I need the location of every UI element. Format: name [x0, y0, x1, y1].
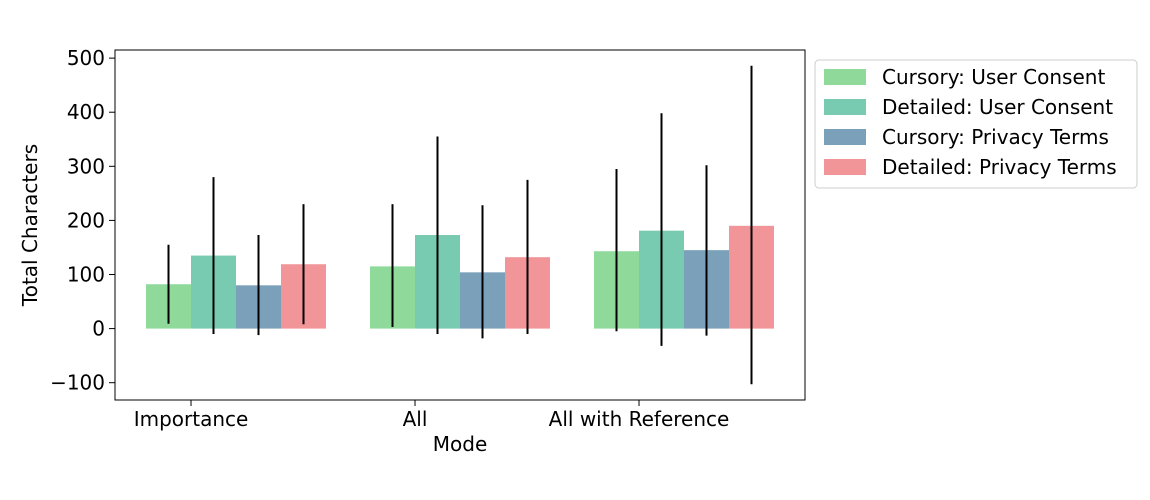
legend-swatch — [824, 159, 866, 175]
legend-swatch — [824, 99, 866, 115]
y-tick-label: 500 — [67, 46, 105, 70]
legend-label: Cursory: Privacy Terms — [882, 125, 1109, 149]
bars — [146, 225, 774, 329]
y-axis: −100 0 100 200 300 400 500 — [50, 46, 115, 395]
y-tick-label: 400 — [67, 100, 105, 124]
y-axis-label: Total Characters — [18, 144, 42, 307]
legend-frame — [814, 59, 1138, 189]
y-tick-label: 0 — [92, 317, 105, 341]
y-tick-label: −100 — [50, 371, 105, 395]
x-tick-label: All — [403, 407, 428, 431]
legend: Cursory: User Consent Detailed: User Cons… — [814, 59, 1138, 189]
x-tick-label: Importance — [134, 407, 249, 431]
legend-swatch — [824, 129, 866, 145]
x-tick-label: All with Reference — [549, 407, 730, 431]
plot-frame — [114, 49, 806, 401]
legend-label: Cursory: User Consent — [882, 65, 1105, 89]
legend-label: Detailed: Privacy Terms — [882, 155, 1117, 179]
legend-label: Detailed: User Consent — [882, 95, 1113, 119]
x-axis-label: Mode — [433, 432, 488, 456]
y-tick-label: 100 — [67, 262, 105, 286]
legend-swatch — [824, 69, 866, 85]
x-axis: Importance All All with Reference — [134, 400, 730, 431]
error-bars — [167, 65, 753, 385]
y-tick-label: 200 — [67, 208, 105, 232]
y-tick-label: 300 — [67, 154, 105, 178]
